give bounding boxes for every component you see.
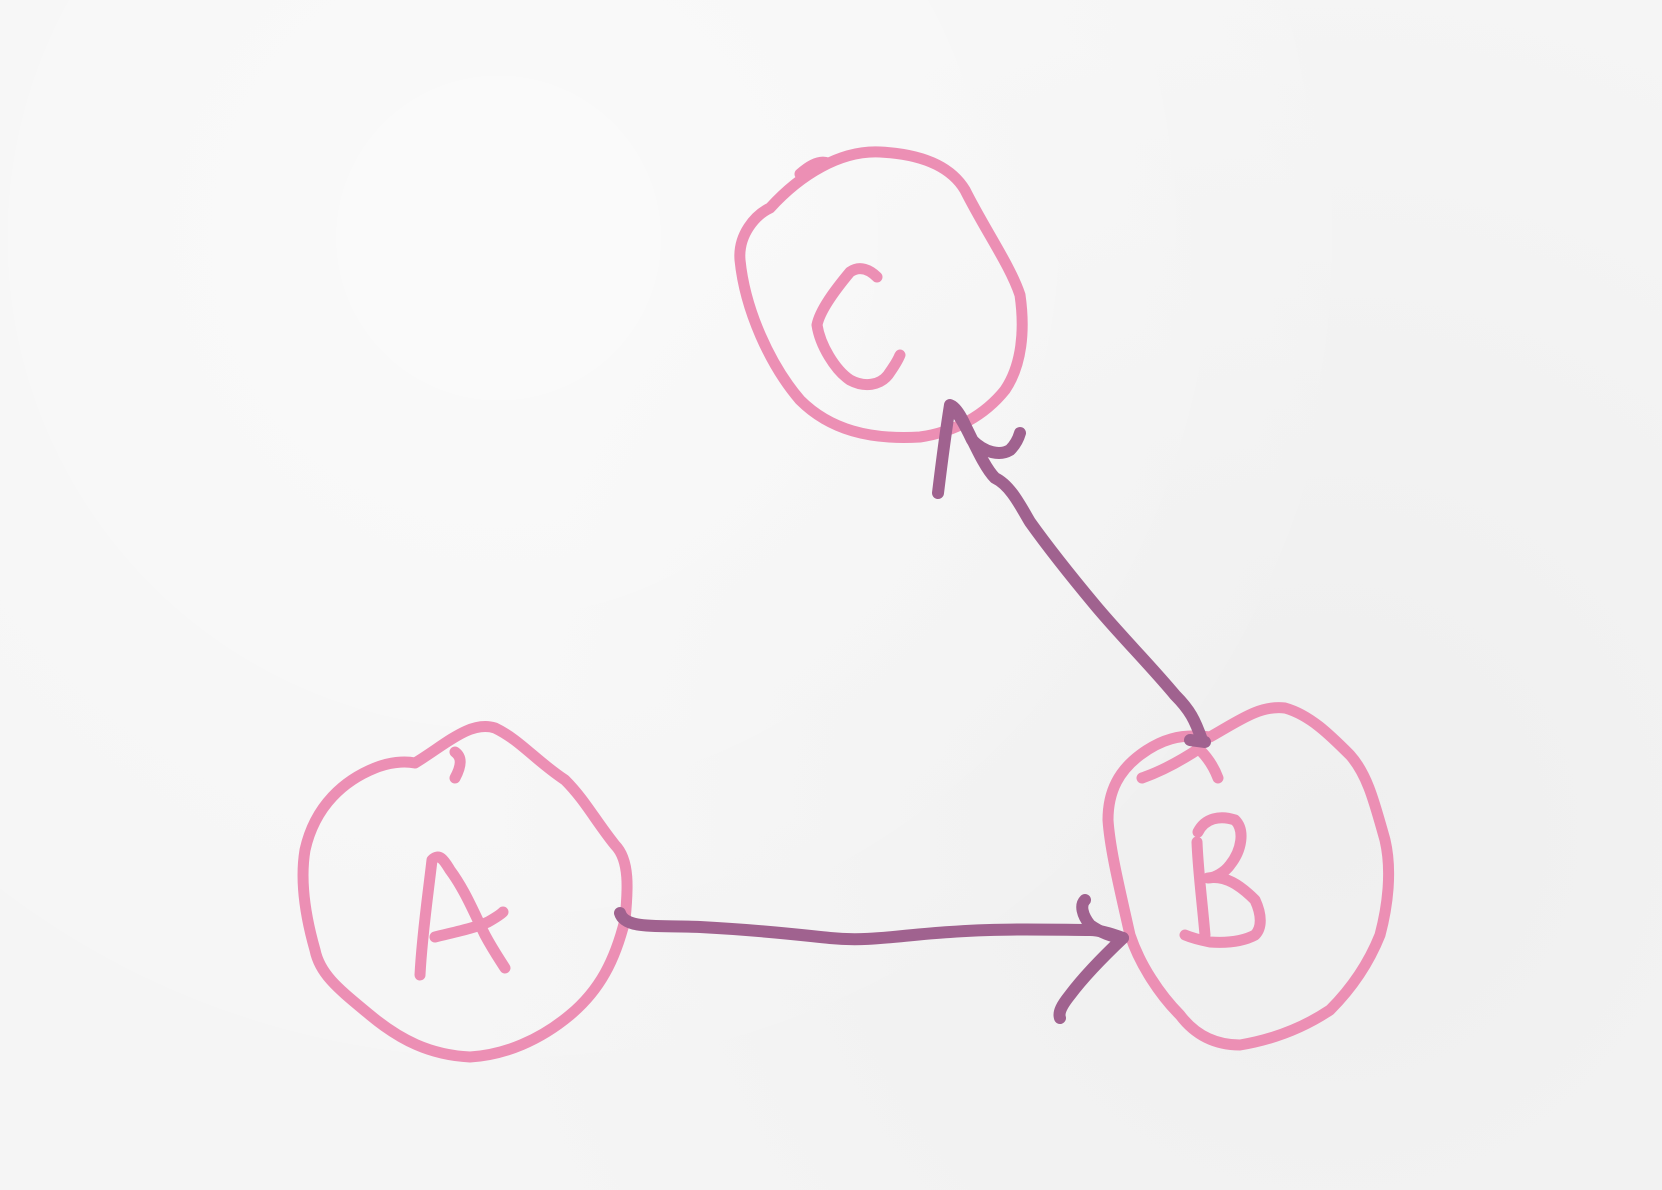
node-a-letter [414,851,511,981]
node-c: C [734,146,1028,443]
edge-a-to-b [614,894,1129,1024]
node-c-label: C [855,329,856,331]
node-b: B [1102,702,1395,1051]
node-b-circle [1102,702,1395,1051]
edge-b-to-c-tail [1184,734,1211,748]
node-a: A [297,721,633,1063]
edge-a-to-b-arrowhead [1053,894,1129,1024]
node-c-letter [811,263,906,391]
node-c-circle [734,146,1028,443]
edge-a-to-b-line [614,907,1129,946]
node-a-label: A [455,908,456,911]
edge-b-to-c [932,399,1211,748]
node-a-circle [297,721,633,1063]
node-c-circle-overlap [794,156,834,180]
node-a-circle-overlap [449,746,466,784]
node-b-letter [1179,812,1266,948]
edge-b-to-c-arrowhead [932,399,1026,499]
node-b-circle-tail [1194,744,1224,784]
